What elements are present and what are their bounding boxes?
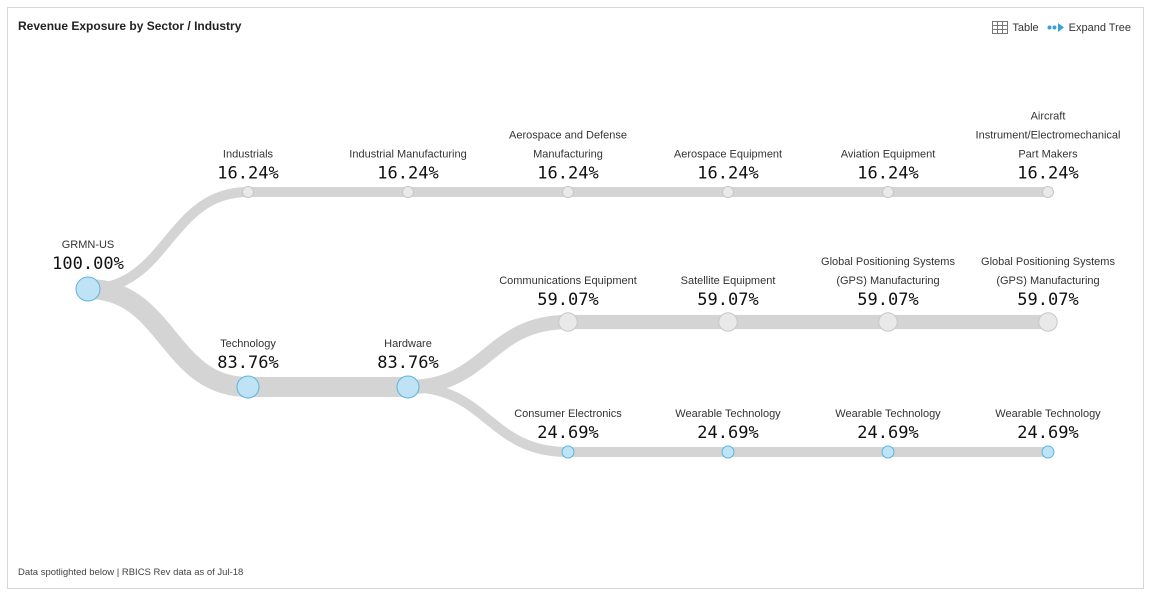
tree-labels: 100.00% GRMN-US 16.24% Industrials 16.24% Ind… <box>52 111 1120 444</box>
chart-panel: Revenue Exposure by Sector / Industry Ta… <box>7 7 1144 589</box>
tree-link-tech2-con1 <box>407 382 569 457</box>
tree-node-ind6[interactable] <box>1042 186 1054 198</box>
tree-links <box>87 186 1048 458</box>
node-label-ind2-0: Industrial Manufacturing <box>349 149 466 161</box>
node-percent-com3: 59.07% <box>857 290 918 310</box>
node-label-tech2-0: Hardware <box>384 338 432 350</box>
tree-nodes <box>75 186 1058 459</box>
tree-link-root-tech1 <box>87 278 249 398</box>
node-percent-ind3: 16.24% <box>537 164 598 184</box>
node-percent-con2: 24.69% <box>697 423 758 443</box>
node-label-com4-0: Global Positioning Systems <box>981 256 1115 268</box>
tree-node-ind5[interactable] <box>882 186 894 198</box>
node-percent-ind6: 16.24% <box>1017 164 1078 184</box>
node-percent-ind5: 16.24% <box>857 164 918 184</box>
tree-node-ind1[interactable] <box>242 186 254 198</box>
node-label-ind5-0: Aviation Equipment <box>841 149 936 161</box>
tree-node-tech1[interactable] <box>236 375 260 399</box>
tree-node-con4[interactable] <box>1041 445 1055 459</box>
node-label-ind3-1: Manufacturing <box>533 149 603 161</box>
node-label-ind3-0: Aerospace and Defense <box>509 130 627 142</box>
tree-node-con3[interactable] <box>881 445 895 459</box>
expand-tree-button-label: Expand Tree <box>1068 21 1131 34</box>
tree-node-com4[interactable] <box>1038 312 1058 332</box>
footer-note: Data spotlighted below | RBICS Rev data … <box>18 567 244 578</box>
node-label-ind4-0: Aerospace Equipment <box>674 149 782 161</box>
tree-node-com2[interactable] <box>718 312 738 332</box>
node-percent-con4: 24.69% <box>1017 423 1078 443</box>
table-button-label: Table <box>1012 21 1039 34</box>
node-label-ind6-2: Part Makers <box>1018 149 1078 161</box>
tree-node-ind3[interactable] <box>562 186 574 198</box>
node-label-con2-0: Wearable Technology <box>675 408 781 420</box>
toolbar: Table Expand Tree <box>992 21 1131 34</box>
node-percent-ind1: 16.24% <box>217 164 278 184</box>
tree-node-com3[interactable] <box>878 312 898 332</box>
node-label-com3-1: (GPS) Manufacturing <box>836 275 939 287</box>
node-label-com3-0: Global Positioning Systems <box>821 256 955 268</box>
node-percent-com4: 59.07% <box>1017 290 1078 310</box>
tree-link-tech2-com1 <box>407 314 569 395</box>
node-label-com4-1: (GPS) Manufacturing <box>996 275 1099 287</box>
node-label-con4-0: Wearable Technology <box>995 408 1101 420</box>
tree-node-root[interactable] <box>75 276 101 302</box>
tree-node-ind4[interactable] <box>722 186 734 198</box>
node-label-root-0: GRMN-US <box>62 239 115 251</box>
node-percent-com1: 59.07% <box>537 290 598 310</box>
node-label-con1-0: Consumer Electronics <box>514 408 622 420</box>
node-label-com1-0: Communications Equipment <box>499 275 637 287</box>
node-label-tech1-0: Technology <box>220 338 276 350</box>
tree-node-com1[interactable] <box>558 312 578 332</box>
node-label-ind6-0: Aircraft <box>1031 111 1066 123</box>
panel-title: Revenue Exposure by Sector / Industry <box>18 19 242 33</box>
node-percent-con1: 24.69% <box>537 423 598 443</box>
tree-node-con1[interactable] <box>561 445 575 459</box>
node-label-ind6-1: Instrument/Electromechanical <box>976 130 1121 142</box>
expand-tree-icon <box>1047 23 1064 32</box>
node-label-con3-0: Wearable Technology <box>835 408 941 420</box>
node-percent-ind4: 16.24% <box>697 164 758 184</box>
node-percent-com2: 59.07% <box>697 290 758 310</box>
node-label-ind1-0: Industrials <box>223 149 274 161</box>
expand-tree-button[interactable]: Expand Tree <box>1047 22 1131 34</box>
grid-icon <box>992 21 1009 34</box>
table-button[interactable]: Table <box>992 21 1039 34</box>
node-percent-tech2: 83.76% <box>377 353 438 373</box>
node-percent-tech1: 83.76% <box>217 353 278 373</box>
node-percent-ind2: 16.24% <box>377 164 438 184</box>
node-label-com2-0: Satellite Equipment <box>681 275 776 287</box>
tree-node-ind2[interactable] <box>402 186 414 198</box>
node-percent-con3: 24.69% <box>857 423 918 443</box>
node-percent-root: 100.00% <box>52 254 124 274</box>
tree-node-tech2[interactable] <box>396 375 420 399</box>
tree-node-con2[interactable] <box>721 445 735 459</box>
